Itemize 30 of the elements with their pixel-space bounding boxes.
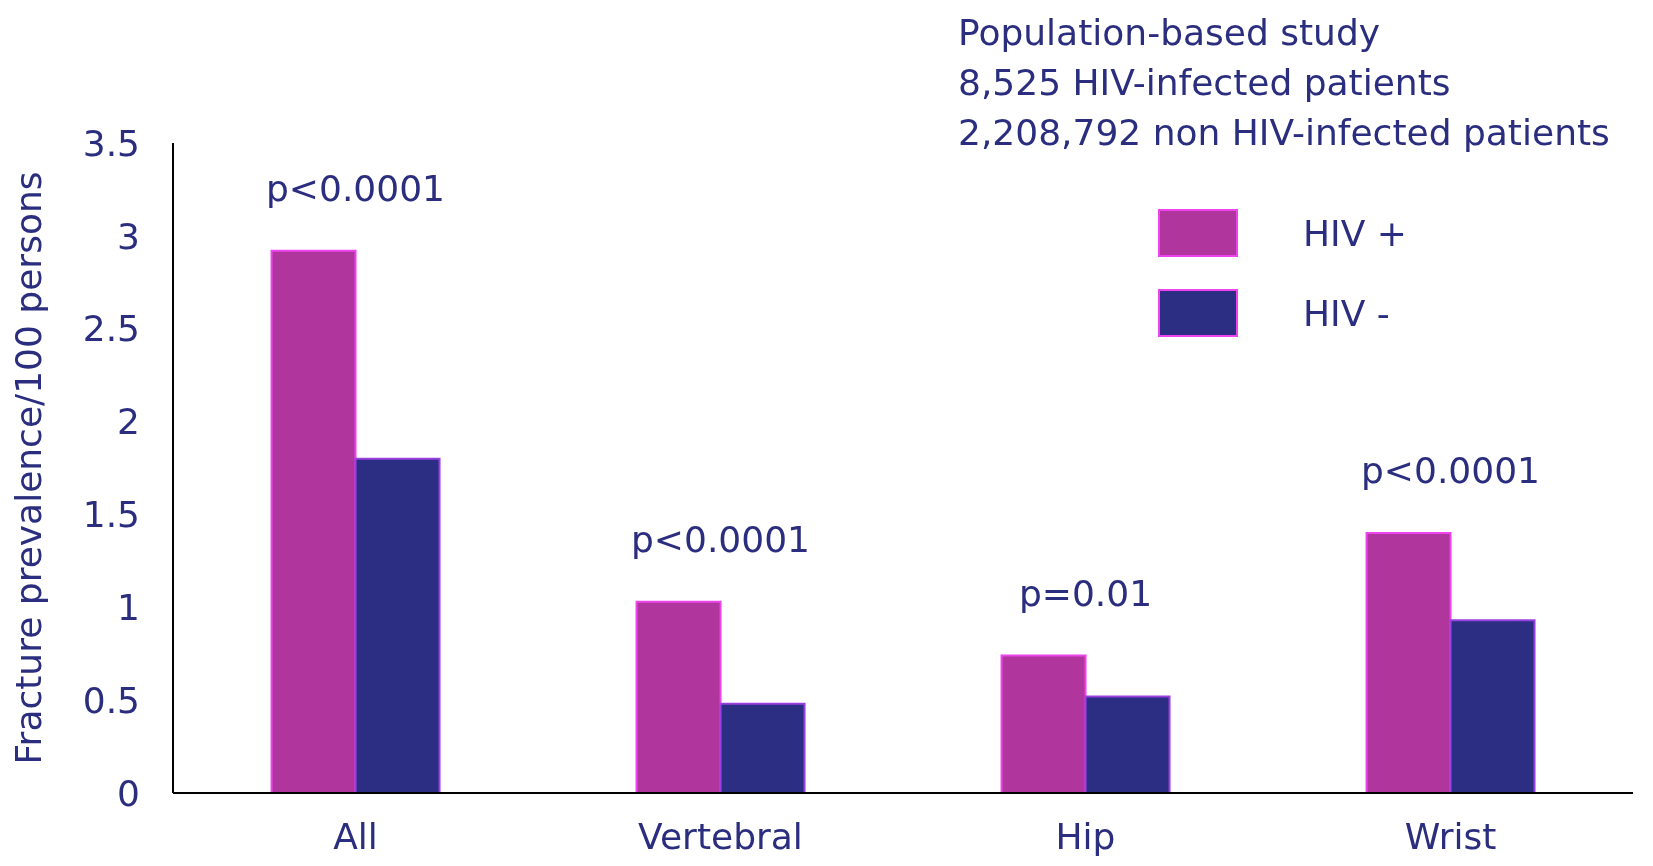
text: 8,525 HIV-infected patients: [958, 61, 1452, 105]
x-tick-label: Wrist: [1404, 815, 1497, 857]
y-axis-title: Fracture prevalence/100 persons: [7, 171, 49, 765]
y-tick-label: 1.5: [82, 494, 140, 536]
bar: [719, 702, 806, 793]
legend-label: HIV +: [1303, 212, 1407, 254]
y-tick-label: 3.5: [82, 122, 140, 164]
annotation: 2,208,792 non HIV-infected patients: [958, 111, 1610, 155]
bar: [354, 457, 441, 793]
x-tick-label: Hip: [1055, 815, 1116, 857]
bar: [1365, 532, 1452, 793]
bar: [1449, 619, 1536, 793]
y-tick-label: 2.5: [82, 308, 140, 350]
y-tick-label: 2: [117, 401, 140, 443]
bar: [270, 249, 357, 793]
annotation: p<0.0001: [1361, 450, 1540, 491]
bar: [635, 600, 722, 793]
y-tick-label: 1: [117, 587, 140, 629]
annotation: p=0.01: [1018, 572, 1153, 614]
y-tick-label: 0.5: [82, 679, 140, 721]
text: Population-based study: [958, 11, 1382, 55]
annotation: p<0.0001: [631, 518, 810, 560]
bar: [1000, 654, 1087, 793]
y-tick-label: 3: [117, 215, 140, 257]
annotation: p<0.0001: [266, 167, 445, 209]
bar: [1084, 695, 1171, 793]
x-tick-label: Vertebral: [638, 815, 803, 857]
legend-label: HIV -: [1303, 292, 1390, 334]
y-tick-label: 0: [117, 772, 140, 814]
x-tick-label: All: [333, 815, 378, 857]
